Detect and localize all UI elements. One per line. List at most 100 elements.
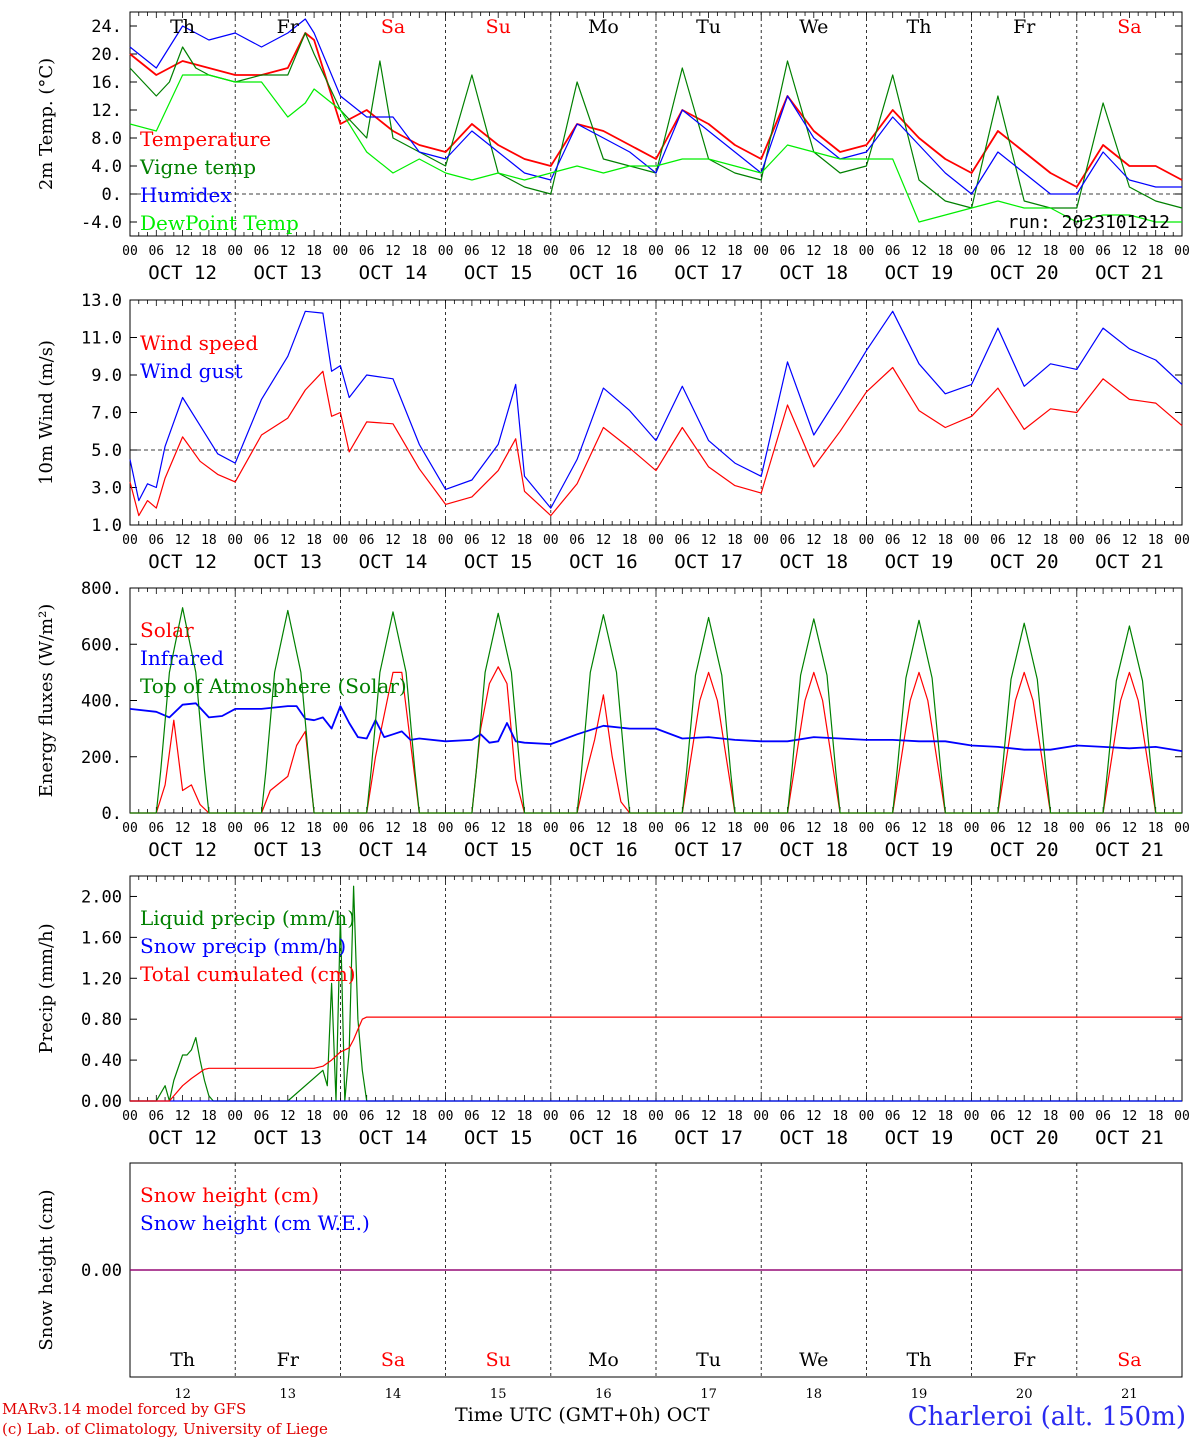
precip-date-label: OCT 16: [569, 1127, 638, 1149]
precip-y-tick-label: 1.20: [81, 969, 122, 989]
precip-hour-label: 06: [148, 1109, 164, 1124]
energy-date-label: OCT 15: [464, 839, 533, 861]
temp-date-label: OCT 20: [990, 262, 1059, 284]
precip-hour-label: 06: [569, 1109, 585, 1124]
temp-y-tick-label: 24.: [91, 17, 122, 37]
temp-series-humidex: [129, 18, 1182, 195]
temp-date-label: OCT 12: [148, 262, 217, 284]
precip-hour-label: 00: [859, 1109, 875, 1124]
energy-hour-label: 12: [596, 821, 612, 836]
energy-y-tick-label: 400.: [81, 692, 122, 712]
precip-hour-label: 12: [701, 1109, 717, 1124]
wind-hour-label: 00: [964, 533, 980, 548]
temp-hour-label: 00: [753, 244, 769, 259]
wind-date-label: OCT 18: [779, 551, 848, 573]
run-label: run: 2023101212: [1007, 212, 1170, 233]
precip-date-label: OCT 21: [1095, 1127, 1164, 1149]
temp-hour-label: 06: [569, 244, 585, 259]
energy-hour-label: 18: [1148, 821, 1164, 836]
energy-hour-label: 00: [543, 821, 559, 836]
wind-hour-label: 06: [990, 533, 1006, 548]
precip-hour-label: 00: [964, 1109, 980, 1124]
wind-hour-label: 18: [727, 533, 743, 548]
energy-hour-label: 18: [727, 821, 743, 836]
energy-hour-label: 18: [1043, 821, 1059, 836]
wind-hour-label: 18: [306, 533, 322, 548]
precip-hour-label: 18: [622, 1109, 638, 1124]
temp-hour-label: 12: [490, 244, 506, 259]
precip-hour-label: 12: [175, 1109, 191, 1124]
energy-hour-label: 12: [701, 821, 717, 836]
precip-hour-label: 12: [806, 1109, 822, 1124]
energy-hour-label: 06: [674, 821, 690, 836]
energy-hour-label: 00: [648, 821, 664, 836]
wind-hour-label: 00: [227, 533, 243, 548]
precip-hour-label: 12: [385, 1109, 401, 1124]
precip-hour-label: 00: [648, 1109, 664, 1124]
temp-hour-label: 18: [1043, 244, 1059, 259]
day-number-label: 19: [911, 1387, 928, 1402]
wind-frame: [129, 299, 1183, 526]
temp-date-label: OCT 13: [253, 262, 322, 284]
precip-y-tick-label: 2.00: [81, 887, 122, 907]
wind-y-tick-label: 9.0: [91, 366, 122, 386]
energy-hour-label: 18: [832, 821, 848, 836]
wind-hour-label: 12: [596, 533, 612, 548]
weekday-label-top: Mo: [588, 16, 619, 38]
energy-hour-label: 12: [490, 821, 506, 836]
precip-hour-label: 12: [596, 1109, 612, 1124]
temp-hour-label: 06: [1095, 244, 1111, 259]
precip-legend-item: Snow precip (mm/h): [140, 934, 346, 958]
precip-y-tick-label: 1.60: [81, 928, 122, 948]
wind-hour-label: 06: [569, 533, 585, 548]
energy-hour-label: 12: [1016, 821, 1032, 836]
x-axis-title: Time UTC (GMT+0h) OCT: [455, 1404, 710, 1426]
wind-hour-label: 18: [411, 533, 427, 548]
energy-date-label: OCT 14: [359, 839, 428, 861]
precip-hour-label: 18: [832, 1109, 848, 1124]
day-number-label: 17: [700, 1387, 717, 1402]
weekday-label-bottom: Su: [486, 1349, 511, 1371]
energy-series-top-of-atmosphere-solar-: [130, 607, 1182, 814]
temp-hour-label: 12: [1016, 244, 1032, 259]
temp-hour-label: 12: [911, 244, 927, 259]
precip-hour-label: 06: [780, 1109, 796, 1124]
precip-hour-label: 12: [280, 1109, 296, 1124]
wind-series-wind-speed: [129, 366, 1183, 517]
temp-hour-label: 18: [727, 244, 743, 259]
temp-hour-label: 18: [411, 244, 427, 259]
snow-y-axis-title: Snow height (cm): [36, 1189, 57, 1350]
precip-hour-label: 18: [937, 1109, 953, 1124]
energy-hour-label: 00: [122, 821, 138, 836]
wind-y-tick-label: 13.0: [81, 291, 122, 311]
weekday-label-top: We: [799, 16, 828, 38]
precip-date-label: OCT 15: [464, 1127, 533, 1149]
energy-date-label: OCT 19: [885, 839, 954, 861]
temp-hour-label: 00: [1174, 244, 1190, 259]
temp-y-tick-label: 16.: [91, 73, 122, 93]
energy-legend-item: Infrared: [140, 646, 224, 670]
wind-date-label: OCT 13: [253, 551, 322, 573]
precip-hour-label: 12: [1122, 1109, 1138, 1124]
temp-y-tick-label: -4.0: [81, 213, 122, 233]
wind-hour-label: 12: [490, 533, 506, 548]
temp-y-axis-title: 2m Temp. (°C): [36, 58, 57, 190]
wind-date-label: OCT 21: [1095, 551, 1164, 573]
wind-y-tick-label: 3.0: [91, 479, 122, 499]
temp-hour-label: 00: [1069, 244, 1085, 259]
weekday-label-bottom: Fr: [277, 1349, 300, 1371]
energy-date-label: OCT 20: [990, 839, 1059, 861]
energy-hour-label: 12: [280, 821, 296, 836]
energy-date-label: OCT 12: [148, 839, 217, 861]
wind-hour-label: 00: [543, 533, 559, 548]
temp-date-label: OCT 14: [359, 262, 428, 284]
day-number-label: 15: [490, 1387, 507, 1402]
wind-hour-label: 12: [1122, 533, 1138, 548]
temp-series-vigne-temp: [129, 32, 1183, 209]
energy-hour-label: 18: [201, 821, 217, 836]
temp-hour-label: 18: [201, 244, 217, 259]
energy-hour-label: 06: [254, 821, 270, 836]
weekday-label-bottom: Th: [907, 1349, 932, 1371]
weekday-label-top: Tu: [696, 16, 721, 38]
